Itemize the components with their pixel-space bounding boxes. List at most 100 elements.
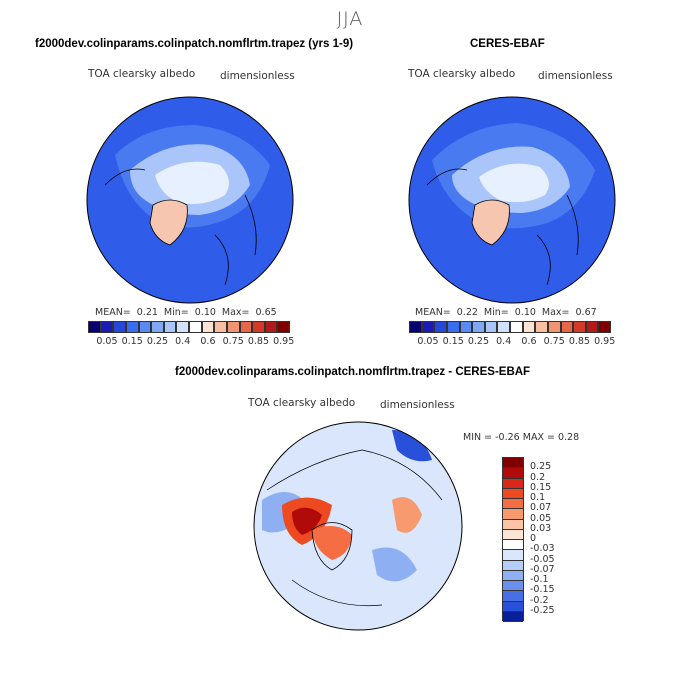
colorbar-tick-label: -0.1 — [530, 574, 549, 585]
colorbar-swatch — [503, 478, 523, 489]
mean-label: MEAN= — [95, 307, 131, 318]
colorbar-swatch — [503, 519, 523, 530]
min-value: 0.10 — [194, 307, 216, 318]
colorbar-labels-model: 0.05 0.15 0.25 0.4 0.6 0.75 0.85 0.95 — [88, 336, 294, 348]
colorbar-swatch — [88, 321, 101, 333]
colorbar-swatch — [138, 321, 152, 333]
variable-label-model: TOA clearsky albedo — [88, 68, 196, 80]
colorbar-swatch — [472, 321, 485, 333]
stats-model: MEAN= 0.21 Min= 0.10 Max= 0.65 — [95, 307, 277, 318]
greenland-shape — [471, 199, 510, 246]
colorbar-swatch — [226, 321, 240, 333]
colorbar-swatch — [214, 321, 227, 333]
colorbar-tick-label: 0.25 — [467, 336, 490, 347]
colorbar-tick-label: 0.6 — [521, 336, 537, 347]
colorbar-swatch — [503, 509, 523, 520]
colorbar-swatch — [100, 321, 114, 333]
season-title: JJA — [336, 8, 364, 30]
colorbar-tick-label: 0.25 — [530, 461, 552, 473]
variable-label-diff: TOA clearsky albedo — [248, 397, 356, 409]
colorbar-swatch — [189, 321, 202, 333]
variable-label-obs: TOA clearsky albedo — [408, 68, 516, 80]
colorbar-tick-label: 0.1 — [530, 492, 546, 503]
panel-title-obs: CERES-EBAF — [470, 38, 545, 50]
colorbar-swatch — [510, 321, 523, 333]
max-label: Max= — [221, 307, 250, 318]
positive-region — [312, 526, 352, 560]
colorbar-swatch — [484, 321, 498, 333]
colorbar-swatch — [239, 321, 253, 333]
colorbar-tick-label: 0.95 — [594, 336, 616, 347]
stats-diff: MIN = -0.26 MAX = 0.28 — [463, 432, 579, 443]
colorbar-swatch — [125, 321, 139, 333]
colorbar-tick-label: 0.4 — [496, 336, 512, 347]
colorbar-tick-label: 0.15 — [530, 481, 552, 493]
colorbar-swatch — [598, 321, 611, 333]
colorbar-obs — [409, 321, 611, 333]
units-label-model: dimensionless — [220, 70, 295, 82]
colorbar-swatch — [176, 321, 189, 333]
sea-ice-region — [479, 163, 549, 203]
colorbar-tick-label: 0 — [530, 533, 537, 544]
colorbar-swatch — [503, 581, 523, 592]
colorbar-swatch — [503, 560, 523, 571]
min-value: 0.10 — [514, 307, 536, 318]
negative-region — [372, 547, 417, 582]
colorbar-swatch — [277, 321, 290, 333]
max-value: 0.28 — [557, 432, 580, 443]
colorbar-swatch — [459, 321, 473, 333]
colorbar-swatch — [547, 321, 561, 333]
colorbar-tick-label: 0.05 — [530, 512, 552, 524]
polar-map-diff — [253, 421, 463, 631]
colorbar-labels-diff: 0.25 0.2 0.15 0.1 0.07 0.05 0.03 0 -0.03 -0.05 -0.… — [530, 457, 580, 621]
strong-positive-region — [292, 507, 322, 535]
colorbar-tick-label: 0.05 — [96, 336, 118, 347]
colorbar-swatch — [503, 540, 523, 551]
panel-title-model: f2000dev.colinparams.colinpatch.nomflrtm… — [35, 38, 354, 50]
mean-value: 0.21 — [136, 307, 158, 318]
colorbar-tick-label: -0.05 — [530, 553, 555, 565]
coastline — [426, 168, 579, 286]
colorbar-swatch — [503, 550, 523, 561]
colorbar-swatch — [264, 321, 278, 333]
panel-title-diff: f2000dev.colinparams.colinpatch.nomflrtm… — [175, 366, 531, 378]
colorbar-tick-label: 0.25 — [146, 336, 169, 347]
colorbar-swatch — [201, 321, 215, 333]
colorbar-tick-label: 0.15 — [121, 336, 143, 347]
greenland-outline — [311, 522, 353, 571]
min-label: Min= — [163, 307, 189, 318]
min-label: Min= — [483, 307, 509, 318]
colorbar-labels-obs: 0.05 0.15 0.25 0.4 0.6 0.75 0.85 0.95 — [409, 336, 615, 348]
positive-region — [392, 497, 422, 533]
min-value: -0.26 — [495, 432, 520, 443]
colorbar-tick-label: 0.75 — [543, 336, 565, 347]
colorbar-tick-label: -0.07 — [530, 563, 555, 575]
units-label-obs: dimensionless — [538, 70, 613, 82]
stats-obs: MEAN= 0.22 Min= 0.10 Max= 0.67 — [415, 307, 597, 318]
colorbar-tick-label: 0.85 — [568, 336, 591, 347]
max-label: Max= — [541, 307, 570, 318]
colorbar-swatch — [503, 611, 523, 622]
colorbar-tick-label: -0.25 — [530, 604, 555, 616]
greenland-shape — [149, 199, 188, 246]
colorbar-tick-label: 0.07 — [530, 502, 552, 514]
max-value: 0.65 — [255, 307, 277, 318]
colorbar-swatch — [446, 321, 460, 333]
sea-ice-region — [155, 161, 229, 204]
colorbar-tick-label: 0.95 — [273, 336, 295, 347]
polar-map-obs — [408, 96, 616, 304]
mean-label: MEAN= — [415, 307, 451, 318]
colorbar-swatch — [421, 321, 435, 333]
colorbar-tick-label: -0.03 — [530, 543, 555, 555]
colorbar-swatch — [560, 321, 574, 333]
mean-value: 0.22 — [456, 307, 478, 318]
colorbar-tick-label: 0.6 — [200, 336, 216, 347]
colorbar-tick-label: 0.2 — [530, 471, 546, 483]
colorbar-tick-label: 0.85 — [247, 336, 270, 347]
colorbar-swatch — [522, 321, 536, 333]
coastline — [266, 449, 443, 606]
colorbar-tick-label: 0.03 — [530, 522, 552, 534]
colorbar-swatch — [503, 488, 523, 499]
colorbar-swatch — [503, 591, 523, 602]
min-label: MIN = — [463, 432, 493, 443]
